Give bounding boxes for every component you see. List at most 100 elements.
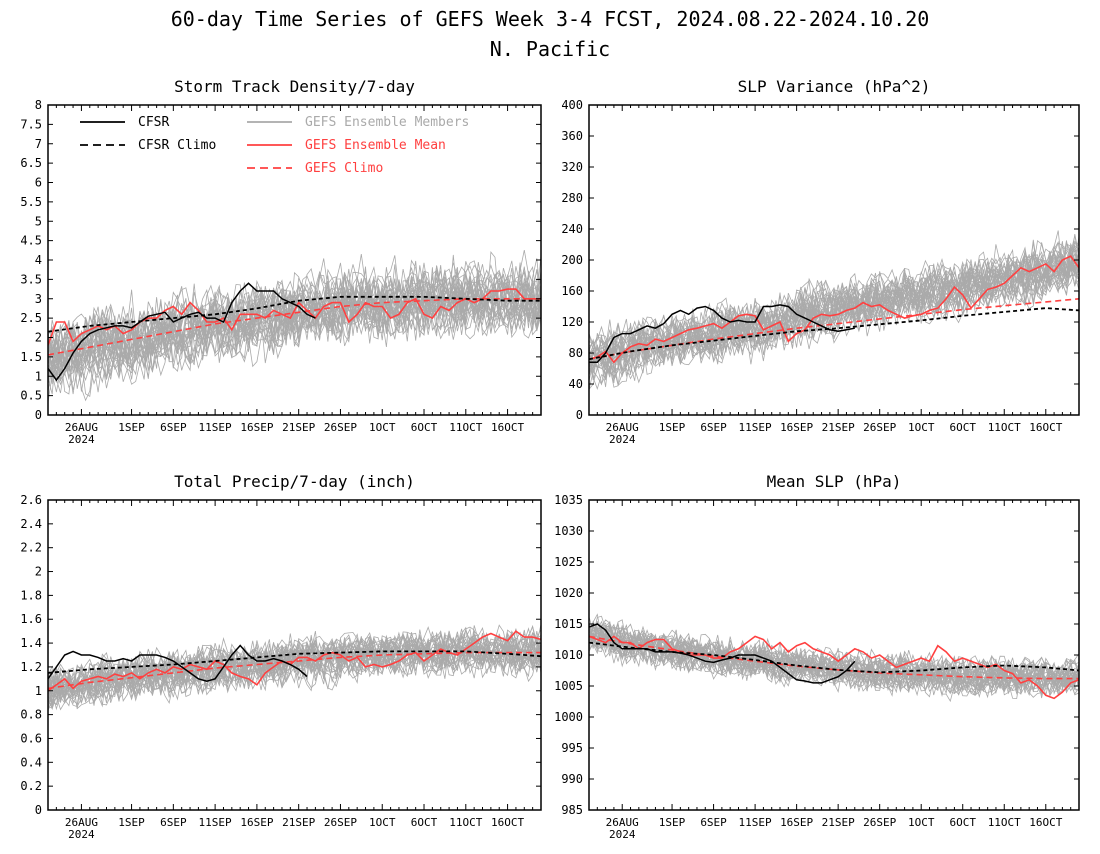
panel-title: Total Precip/7-day (inch) [174,472,415,491]
ensemble-member-line [48,275,541,395]
x-year-label: 2024 [68,433,95,446]
y-tick-label: 0.4 [20,755,42,769]
y-tick-label: 40 [569,377,583,391]
y-tick-label: 6.5 [20,156,42,170]
y-tick-label: 2 [35,565,42,579]
y-tick-label: 2.2 [20,541,42,555]
x-tick-label: 16SEP [780,421,813,434]
x-tick-label: 26AUG [606,816,639,829]
figure-title: 60-day Time Series of GEFS Week 3-4 FCST… [171,7,930,31]
panel-1: Storm Track Density/7-day 0 0.5 1 1.5 2 2.5 3 3.… [20,77,542,446]
legend-label: GEFS Climo [305,161,383,176]
x-tick-label: 1SEP [118,421,145,434]
panel-3: Total Precip/7-day (inch)00.20.40.60.811… [20,472,542,841]
y-tick-label: 1000 [554,710,583,724]
ensemble-member-line [589,236,1079,371]
x-tick-label: 11SEP [739,421,772,434]
y-tick-label: 6 [35,176,42,190]
legend-label: GEFS Ensemble Members [305,115,469,130]
y-tick-label: 0 [576,408,583,422]
ensemble-member-line [589,633,1079,694]
y-tick-label: 1005 [554,679,583,693]
series-cfsr [48,644,308,682]
x-tick-label: 1OCT [369,816,396,829]
x-tick-label: 6SEP [700,421,727,434]
y-tick-label: 2 [35,331,42,345]
series-gefs-ensemble-mean [589,255,1079,364]
series-lines [589,255,1079,364]
series-lines [48,630,541,692]
ensemble-members [48,250,541,403]
y-tick-label: 160 [561,284,583,298]
x-tick-label: 26SEP [863,816,896,829]
ensemble-member-line [589,625,1079,695]
x-tick-label: 11OCT [449,816,482,829]
y-tick-label: 0.6 [20,731,42,745]
x-tick-label: 16OCT [1029,816,1062,829]
ensemble-member-line [48,624,541,713]
y-tick-label: 280 [561,191,583,205]
ensemble-member-line [48,254,541,370]
y-tick-label: 2.6 [20,493,42,507]
x-tick-label: 6SEP [160,421,187,434]
y-tick-label: 1.6 [20,612,42,626]
x-tick-label: 11OCT [988,816,1021,829]
x-tick-label: 6SEP [160,816,187,829]
y-tick-label: 7 [35,137,42,151]
x-tick-label: 16OCT [491,816,524,829]
y-tick-label: 80 [569,346,583,360]
series-gefs-ensemble-mean [48,630,541,692]
ensemble-member-line [589,625,1079,697]
x-tick-label: 6OCT [949,421,976,434]
plot-frame [588,104,1080,416]
y-tick-label: 200 [561,253,583,267]
series-cfsr [48,282,316,382]
x-tick-label: 11SEP [739,816,772,829]
x-tick-label: 11SEP [199,816,232,829]
x-tick-label: 21SEP [282,816,315,829]
x-tick-label: 1OCT [908,421,935,434]
x-tick-label: 26AUG [606,421,639,434]
y-tick-label: 4 [35,253,42,267]
y-tick-label: 360 [561,129,583,143]
legend: CFSR CFSR Climo GEFS Ensemble Members GEFS … [80,115,469,176]
y-tick-label: 320 [561,160,583,174]
x-tick-label: 1SEP [118,816,145,829]
ensemble-member-line [589,251,1079,370]
x-year-label: 2024 [609,433,636,446]
ensemble-member-line [48,625,541,703]
plot-frame [47,499,542,811]
panel-title: SLP Variance (hPa^2) [738,77,931,96]
x-tick-label: 21SEP [822,421,855,434]
ensemble-member-line [48,264,541,392]
panels: Storm Track Density/7-day 0 0.5 1 1.5 2 2.5 3 3.… [20,77,1080,841]
x-year-label: 2024 [609,828,636,841]
y-tick-label: 3.5 [20,272,42,286]
x-tick-label: 11SEP [199,421,232,434]
y-tick-label: 0 [35,803,42,817]
x-tick-label: 16SEP [240,816,273,829]
y-tick-label: 8 [35,98,42,112]
panel-title: Mean SLP (hPa) [767,472,902,491]
y-tick-label: 7.5 [20,117,42,131]
x-tick-label: 1OCT [369,421,396,434]
y-tick-label: 3 [35,292,42,306]
ensemble-member-line [589,230,1079,386]
series-cfsr-climo [48,295,541,333]
ensemble-member-line [589,263,1079,381]
panel-2: SLP Variance (hPa^2) 0 40 80 120 160 200 240 280… [561,77,1080,446]
series-lines [589,623,1079,700]
x-tick-label: 16OCT [491,421,524,434]
x-tick-label: 21SEP [282,421,315,434]
y-tick-label: 985 [561,803,583,817]
y-tick-label: 0.2 [20,779,42,793]
x-tick-label: 1SEP [659,816,686,829]
y-tick-label: 1.5 [20,350,42,364]
y-tick-label: 5.5 [20,195,42,209]
ensemble-member-line [589,634,1079,703]
series-cfsr-climo [589,307,1079,361]
x-tick-label: 11OCT [449,421,482,434]
y-tick-label: 120 [561,315,583,329]
x-tick-label: 11OCT [988,421,1021,434]
